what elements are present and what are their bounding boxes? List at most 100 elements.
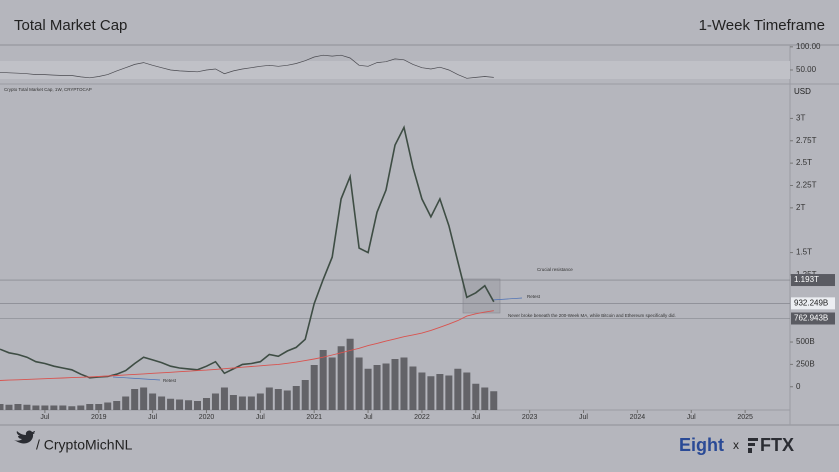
series-line xyxy=(0,54,494,79)
ftx-icon xyxy=(748,438,758,453)
volume-bar xyxy=(229,395,237,410)
volume-bar xyxy=(32,405,40,410)
level-label: 1.193T xyxy=(794,275,819,284)
volume-bar xyxy=(176,399,184,410)
volume-bar xyxy=(238,396,246,410)
volume-bar xyxy=(355,357,363,410)
y-tick-label: 3T xyxy=(796,114,805,123)
volume-bar xyxy=(391,359,399,410)
volume-bar xyxy=(490,391,498,410)
volume-bar xyxy=(247,396,255,410)
volume-bar xyxy=(427,376,435,410)
level-label: 762.943B xyxy=(794,314,828,323)
rsi-tick-label: 100.00 xyxy=(796,42,821,51)
volume-bar xyxy=(364,368,372,410)
volume-bar xyxy=(41,405,49,410)
volume-bar xyxy=(382,363,390,410)
volume-bar xyxy=(265,387,273,410)
volume-bar xyxy=(400,357,408,410)
volume-bar xyxy=(319,350,327,410)
volume-bar xyxy=(301,380,309,410)
volume-bar xyxy=(256,393,264,410)
separator: x xyxy=(733,438,739,452)
y-tick-label: 500B xyxy=(796,337,815,346)
volume-bar xyxy=(95,404,103,410)
volume-bar xyxy=(86,404,94,410)
x-tick-label: Jul xyxy=(40,414,49,421)
y-tick-label: 250B xyxy=(796,359,815,368)
handle: / CryptoMichNL xyxy=(36,437,133,453)
x-tick-label: 2020 xyxy=(199,414,215,421)
x-tick-label: 2019 xyxy=(91,414,107,421)
brand: Eight xyxy=(679,435,724,455)
volume-bar xyxy=(337,346,345,410)
volume-bar xyxy=(436,374,444,410)
level-label: 932.249B xyxy=(794,298,828,307)
legend-text: Crypto Total Market Cap, 1W, CRYPTOCAP xyxy=(4,87,92,92)
volume-bar xyxy=(5,404,13,410)
volume-bar xyxy=(131,389,139,410)
volume-bar xyxy=(113,401,121,410)
volume-bar xyxy=(274,389,282,410)
volume-bar xyxy=(409,366,417,410)
volume-bar xyxy=(202,398,210,410)
series-line xyxy=(0,125,495,379)
timeframe: 1-Week Timeframe xyxy=(699,17,825,34)
volume-bar xyxy=(14,404,22,410)
annotation: Never broke beneath the 200-Week MA, whi… xyxy=(508,313,676,318)
volume-bar xyxy=(292,386,300,410)
x-tick-label: Jul xyxy=(148,414,157,421)
volume-bar xyxy=(481,387,489,410)
x-tick-label: 2024 xyxy=(630,414,646,421)
x-tick-label: 2025 xyxy=(737,414,753,421)
y-tick-label: 2T xyxy=(796,203,805,212)
volume-bar xyxy=(185,400,193,410)
annotation: Retest xyxy=(163,378,177,383)
volume-bar xyxy=(77,405,85,410)
volume-bar xyxy=(328,357,336,410)
annotation: Retest xyxy=(527,294,541,299)
rsi-band xyxy=(0,61,790,79)
volume-bar xyxy=(445,375,453,410)
level-label-box xyxy=(791,274,835,287)
volume-bar xyxy=(167,398,175,410)
x-tick-label: Jul xyxy=(364,414,373,421)
volume-bar xyxy=(149,393,157,410)
volume-bar xyxy=(220,387,228,410)
volume-bar xyxy=(59,405,67,410)
x-tick-label: Jul xyxy=(256,414,265,421)
y-tick-label: 2.75T xyxy=(796,136,817,145)
volume-bar xyxy=(68,406,76,410)
y-tick-label: 2.5T xyxy=(796,158,812,167)
volume-bar xyxy=(310,365,318,410)
title: Total Market Cap xyxy=(14,17,127,34)
x-tick-label: Jul xyxy=(579,414,588,421)
volume-bar xyxy=(140,387,148,410)
y-tick-label: 2.25T xyxy=(796,181,817,190)
volume-bar xyxy=(211,393,219,410)
currency: USD xyxy=(794,87,811,96)
y-tick-label: 1.5T xyxy=(796,248,812,257)
volume-bar xyxy=(50,405,58,410)
arrow xyxy=(491,297,523,301)
volume-bar xyxy=(454,368,462,410)
arrow xyxy=(112,376,161,381)
volume-bar xyxy=(418,372,426,410)
annotation: Crucial resistance xyxy=(537,267,573,272)
level-label-box xyxy=(791,312,835,325)
x-tick-label: Jul xyxy=(687,414,696,421)
volume-bar xyxy=(23,404,31,410)
twitter-icon xyxy=(14,430,35,444)
volume-bar xyxy=(194,401,201,410)
volume-bar xyxy=(104,402,112,410)
x-tick-label: 2023 xyxy=(522,414,538,421)
volume-bar xyxy=(283,390,291,410)
volume-bar xyxy=(0,404,4,410)
rsi-tick-label: 50.00 xyxy=(796,65,817,74)
volume-bar xyxy=(472,383,480,410)
volume-bar xyxy=(122,396,130,410)
level-label-box xyxy=(791,297,835,310)
x-tick-label: Jul xyxy=(471,414,480,421)
volume-bar xyxy=(346,338,354,410)
